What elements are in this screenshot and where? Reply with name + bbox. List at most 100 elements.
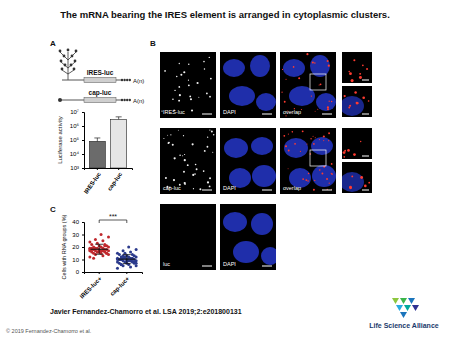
rna-dot (209, 177, 211, 179)
rna-dot (288, 150, 290, 152)
scale-bar (262, 266, 272, 267)
background (0, 0, 450, 338)
tick: 40 (72, 219, 84, 225)
rna-dot (212, 152, 213, 153)
scale-bar (322, 114, 332, 115)
point (129, 251, 132, 254)
rna-dot (192, 143, 194, 145)
rna-dot (314, 62, 316, 64)
tick: 10 (72, 257, 84, 263)
nucleus (224, 138, 248, 158)
nucleus (311, 137, 333, 155)
tick-mark (82, 222, 84, 223)
rna-dot (347, 149, 350, 152)
rna-dot (349, 72, 352, 75)
tick-mark (82, 168, 84, 169)
point (92, 257, 95, 260)
rna-dot (174, 90, 175, 91)
rna-dot (353, 153, 356, 156)
rna-dot (323, 135, 325, 137)
nucleus (342, 172, 364, 192)
rna-dot (170, 134, 171, 135)
copyright: © 2019 Fernandez-Chamorro et al. (6, 328, 92, 334)
scale-bar (362, 114, 369, 115)
rna-dot (192, 174, 194, 176)
schematic: A(n)IRES-lucA(n)cap-luc (58, 49, 144, 104)
point (88, 241, 91, 244)
nucleus (283, 59, 305, 77)
rna-dot (320, 83, 322, 85)
rna-dot (174, 157, 176, 159)
rna-dot (183, 135, 184, 136)
rna-dot (194, 173, 196, 175)
rna-dot (311, 95, 312, 96)
rna-dot (183, 71, 185, 73)
poly-a-dot (129, 99, 131, 101)
axis-title: Cells with RNA groups (%) (61, 214, 67, 279)
rna-dot (203, 170, 205, 172)
point (120, 263, 123, 266)
rna-dot (167, 134, 169, 136)
rna-dot (343, 156, 345, 158)
rna-dot (356, 102, 359, 105)
rna-dot (331, 163, 333, 165)
stem-loop (68, 52, 69, 80)
rna-dot (349, 105, 351, 107)
stem-loop (68, 52, 76, 60)
rna-dot (319, 84, 320, 85)
rna-dot (184, 154, 185, 155)
image-panel (160, 52, 216, 118)
significance-bracket (99, 220, 127, 223)
error-bar (116, 117, 122, 119)
scale-bar (322, 190, 332, 191)
point (94, 238, 97, 241)
rna-dot (306, 53, 308, 55)
rna-dot (344, 150, 346, 152)
rna-dot (321, 173, 323, 175)
rna-dot (328, 140, 329, 141)
nucleus (312, 165, 336, 187)
tick-mark (82, 247, 84, 248)
nucleus (229, 86, 255, 106)
rna-dot (287, 168, 289, 170)
tick-mark (97, 168, 98, 170)
rna-dot (348, 107, 350, 109)
rna-dot (312, 61, 314, 63)
title: The mRNA bearing the IRES element is arr… (60, 9, 390, 20)
rna-dot (313, 189, 315, 191)
point (127, 246, 130, 249)
rna-dot (188, 64, 189, 65)
point (135, 248, 138, 251)
rna-dot (196, 82, 198, 84)
poly-a-dot (123, 79, 125, 81)
point (88, 256, 91, 259)
scale-bar (202, 266, 212, 267)
image-label: IRES-luc (163, 109, 185, 115)
point (101, 254, 104, 257)
image-label: overlap (283, 109, 301, 115)
rna-dot (210, 78, 212, 80)
rna-dot (351, 79, 354, 82)
rna-dot (206, 92, 208, 94)
poly-a-label: A(n) (133, 98, 144, 104)
logo-shape (400, 312, 407, 318)
rna-dot (204, 150, 206, 152)
rna-dot (349, 186, 352, 189)
rna-dot (207, 137, 208, 138)
rna-dot (328, 132, 330, 134)
rna-dot (204, 68, 205, 69)
poly-a-dot (129, 79, 131, 81)
tick: 0 (76, 269, 84, 275)
rna-dot (179, 63, 180, 64)
rna-dot (164, 70, 166, 72)
logo-shape (408, 298, 415, 304)
point (120, 263, 123, 266)
rna-dot (313, 136, 314, 137)
tick-label: cap-luc (106, 171, 123, 192)
plot-area (88, 233, 137, 270)
image-background (160, 204, 216, 270)
micrographs: IRES-lucDAPIoverlapcap-lucDAPIoverlapluc… (160, 52, 372, 270)
rna-dot (188, 84, 190, 86)
rna-dot (213, 134, 214, 135)
stem-loop (68, 62, 75, 68)
